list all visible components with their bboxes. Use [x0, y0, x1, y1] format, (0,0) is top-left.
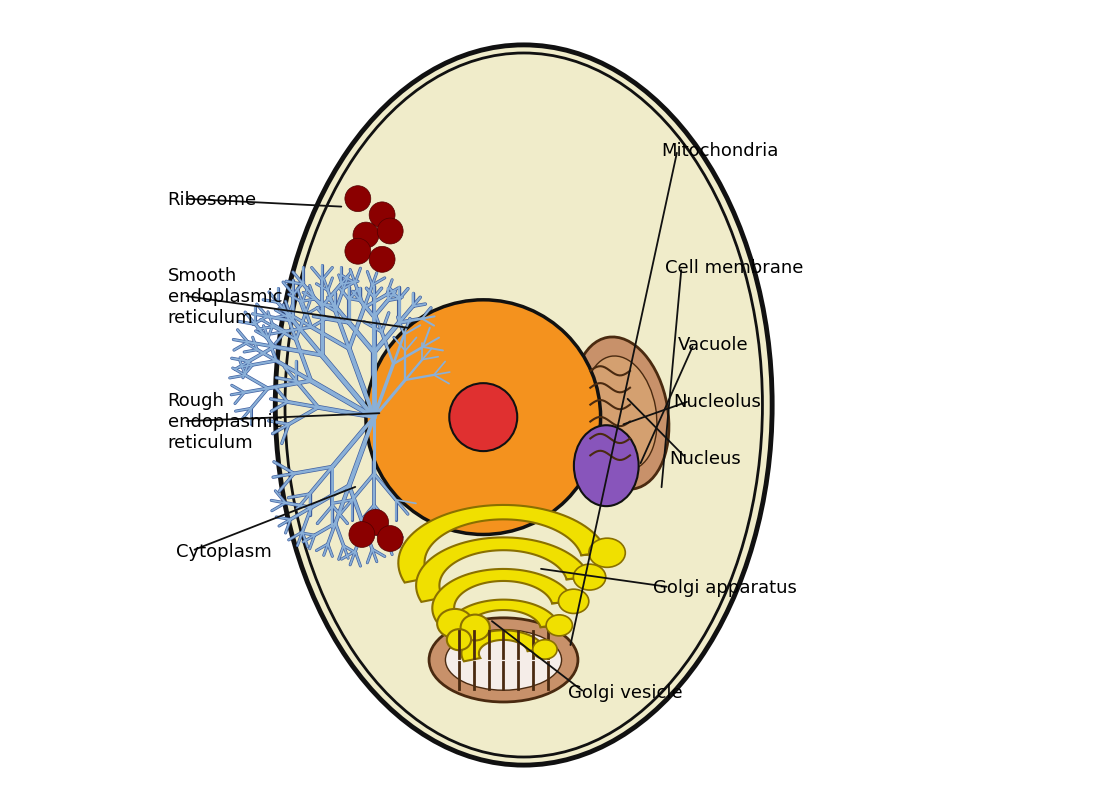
Ellipse shape — [447, 629, 471, 650]
Circle shape — [369, 247, 395, 273]
Circle shape — [345, 239, 370, 265]
Circle shape — [377, 526, 403, 551]
Ellipse shape — [559, 590, 589, 614]
Ellipse shape — [437, 609, 472, 638]
Text: Ribosome: Ribosome — [168, 191, 256, 208]
Text: Mitochondria: Mitochondria — [661, 142, 778, 160]
Ellipse shape — [573, 337, 669, 490]
Ellipse shape — [546, 615, 572, 636]
Ellipse shape — [533, 640, 557, 659]
Ellipse shape — [585, 357, 657, 470]
Ellipse shape — [285, 54, 763, 757]
Text: Cell membrane: Cell membrane — [665, 259, 803, 277]
Ellipse shape — [445, 630, 561, 690]
Circle shape — [363, 510, 389, 535]
Polygon shape — [432, 569, 573, 622]
Ellipse shape — [429, 618, 578, 702]
Ellipse shape — [449, 384, 517, 452]
Circle shape — [345, 187, 370, 212]
Ellipse shape — [574, 426, 639, 507]
Polygon shape — [416, 538, 590, 602]
Text: Golgi vesicle: Golgi vesicle — [568, 684, 683, 702]
Ellipse shape — [589, 539, 626, 568]
Text: Nucleus: Nucleus — [670, 449, 741, 467]
Ellipse shape — [460, 615, 490, 641]
Text: Golgi apparatus: Golgi apparatus — [653, 578, 797, 596]
Text: Smooth
endoplasmic
reticulum: Smooth endoplasmic reticulum — [168, 267, 282, 326]
Circle shape — [349, 522, 375, 547]
Text: Cytoplasm: Cytoplasm — [175, 542, 272, 560]
Text: Vacuole: Vacuole — [677, 336, 749, 354]
Text: Rough
endoplasmic
reticulum: Rough endoplasmic reticulum — [168, 392, 282, 452]
Circle shape — [353, 223, 379, 249]
Polygon shape — [461, 630, 545, 662]
Circle shape — [377, 219, 403, 245]
Circle shape — [369, 203, 395, 229]
Ellipse shape — [275, 46, 773, 765]
Ellipse shape — [573, 564, 606, 590]
Ellipse shape — [366, 300, 601, 534]
Text: Nucleolus: Nucleolus — [673, 393, 762, 410]
Polygon shape — [447, 600, 559, 642]
Polygon shape — [398, 505, 607, 583]
